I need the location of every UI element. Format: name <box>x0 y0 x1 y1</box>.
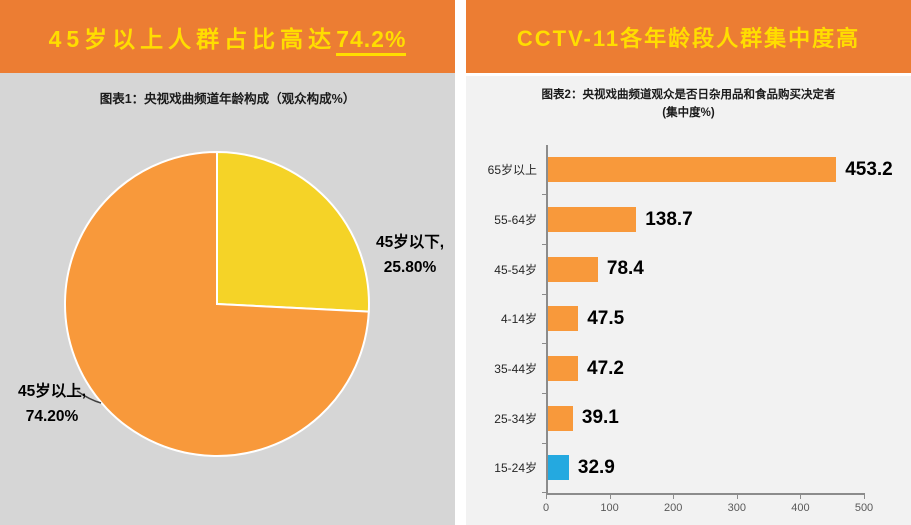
value-label: 78.4 <box>606 258 644 280</box>
x-axis-tick <box>736 494 738 499</box>
bar-row-2: 45-54岁 78.4 <box>475 244 911 295</box>
pie-label-under45-name: 45岁以下, <box>375 234 445 251</box>
bar-track: 39.1 <box>542 393 911 444</box>
bar <box>548 356 578 382</box>
x-axis-tick <box>673 494 675 499</box>
x-axis-tick-label: 500 <box>854 501 874 514</box>
left-banner-title: 45岁以上人群占比高达74.2% <box>48 20 407 56</box>
left-banner: 45岁以上人群占比高达74.2% <box>0 0 455 73</box>
bar-row-3: 4-14岁 47.5 <box>475 294 911 344</box>
bar-track: 32.9 <box>542 443 911 493</box>
bar-chart-title-line2: (集中度%) <box>662 106 715 119</box>
bar <box>548 405 573 431</box>
x-axis-tick-label: 0 <box>542 501 550 514</box>
x-axis-tick <box>609 494 611 499</box>
category-label: 4-14岁 <box>500 312 537 327</box>
x-axis: 0 100 200 300 400 500 <box>542 492 873 523</box>
bar-row-1: 55-64岁 138.7 <box>475 194 911 245</box>
left-banner-highlight: 74.2% <box>336 25 407 56</box>
pie-slice-0 <box>216 150 370 313</box>
value-label: 47.2 <box>587 357 624 379</box>
pie-label-under45: 45岁以下, 25.80% <box>363 230 457 280</box>
pie-label-under45-value: 25.80% <box>383 259 437 276</box>
category-label: 35-44岁 <box>494 362 537 377</box>
left-banner-text: 45岁以上人群占比高达 <box>48 25 337 52</box>
bar-chart: 65岁以上 453.2 55-64岁 138.7 45-54岁 78.4 4-14岁 47.5… <box>475 145 911 523</box>
pie-label-over45: 45岁以上, 74.20% <box>0 379 104 429</box>
category-label: 65岁以上 <box>487 163 537 178</box>
bar <box>548 256 598 282</box>
category-label: 45-54岁 <box>494 262 537 277</box>
pie-label-over45-name: 45岁以上, <box>17 383 87 400</box>
bar <box>548 157 837 183</box>
bar-track: 47.5 <box>542 294 911 344</box>
right-chart-area: 图表2：央视戏曲频道观众是否日杂用品和食品购买决定者 (集中度%) 65岁以上 4… <box>466 76 911 525</box>
bar <box>548 306 579 332</box>
bar <box>548 455 569 481</box>
pie-slice-1 <box>64 150 370 457</box>
value-label: 138.7 <box>645 208 693 230</box>
bar-track: 78.4 <box>542 244 911 295</box>
category-label: 55-64岁 <box>494 213 537 228</box>
x-axis-tick <box>800 494 802 499</box>
x-axis-tick-label: 400 <box>791 501 810 514</box>
x-axis-tick-label: 300 <box>727 501 746 514</box>
left-panel: 45岁以上人群占比高达74.2% 图表1：央视戏曲频道年龄构成（观众构成%） 4… <box>0 0 455 525</box>
bar-chart-title: 图表2：央视戏曲频道观众是否日杂用品和食品购买决定者 (集中度%) <box>466 87 911 123</box>
value-label: 32.9 <box>577 456 615 478</box>
value-label: 39.1 <box>581 407 619 429</box>
right-banner-title: CCTV-11各年龄段人群集中度高 <box>516 25 861 51</box>
bar-chart-title-line1: 图表2：央视戏曲频道观众是否日杂用品和食品购买决定者 <box>541 89 836 101</box>
value-label: 47.5 <box>587 307 625 329</box>
value-label: 453.2 <box>845 158 893 180</box>
bar-row-0: 65岁以上 453.2 <box>475 145 911 195</box>
pie-label-over45-value: 74.20% <box>25 408 79 425</box>
bar-track: 138.7 <box>542 194 911 245</box>
bar-row-5: 25-34岁 39.1 <box>475 393 911 444</box>
bar-row-4: 35-44岁 47.2 <box>475 343 911 394</box>
bar-row-6: 15-24岁 32.9 <box>475 443 911 493</box>
right-banner: CCTV-11各年龄段人群集中度高 <box>466 0 911 73</box>
x-axis-tick <box>546 494 547 499</box>
pie-leader-line <box>76 390 102 404</box>
bar-track: 453.2 <box>542 145 911 195</box>
bar <box>548 207 637 233</box>
right-panel: CCTV-11各年龄段人群集中度高 图表2：央视戏曲频道观众是否日杂用品和食品购… <box>466 0 911 525</box>
left-chart-area: 图表1：央视戏曲频道年龄构成（观众构成%） 45岁以下, 25.80% 45岁以… <box>0 73 455 525</box>
x-axis-tick <box>864 494 865 499</box>
bar-track: 47.2 <box>542 343 911 394</box>
pie-chart-title: 图表1：央视戏曲频道年龄构成（观众构成%） <box>99 92 356 106</box>
x-axis-tick-label: 200 <box>664 501 683 514</box>
category-label: 25-34岁 <box>494 411 537 426</box>
pie-chart <box>64 150 370 457</box>
bar-rows: 65岁以上 453.2 55-64岁 138.7 45-54岁 78.4 4-14岁 47.5… <box>475 145 911 493</box>
category-label: 15-24岁 <box>494 461 537 476</box>
x-axis-tick-label: 100 <box>600 501 619 514</box>
